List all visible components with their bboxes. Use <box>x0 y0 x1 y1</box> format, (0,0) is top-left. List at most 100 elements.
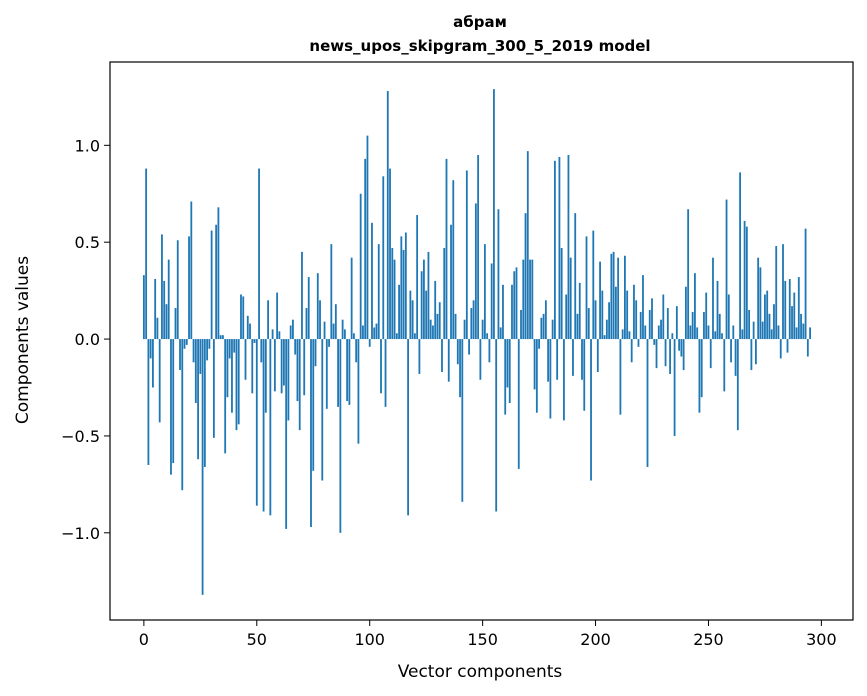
bar-component-257 <box>723 339 726 392</box>
bar-component-197 <box>587 308 590 340</box>
x-tick-label: 100 <box>354 630 385 649</box>
bar-component-104 <box>377 244 380 340</box>
bar-component-218 <box>635 300 638 340</box>
bar-component-220 <box>639 311 642 340</box>
bar-component-222 <box>644 325 647 340</box>
bar-component-53 <box>262 339 265 512</box>
bar-component-203 <box>601 290 604 340</box>
bar-component-101 <box>371 222 373 340</box>
bar-component-269 <box>750 339 753 371</box>
bar-component-12 <box>170 339 172 475</box>
bar-component-16 <box>179 339 181 371</box>
bar-component-243 <box>691 311 694 340</box>
bar-component-89 <box>343 329 346 340</box>
bar-component-273 <box>759 267 762 340</box>
bar-component-13 <box>172 339 175 464</box>
bar-component-278 <box>770 329 773 340</box>
bar-component-112 <box>395 333 398 340</box>
bar-component-221 <box>642 275 644 340</box>
bar-component-136 <box>450 224 452 340</box>
bar-component-256 <box>721 333 723 340</box>
bar-component-126 <box>427 251 430 340</box>
bar-component-139 <box>456 339 459 365</box>
bar-component-173 <box>533 339 536 390</box>
bar-component-115 <box>402 249 405 340</box>
bar-component-84 <box>332 323 335 340</box>
bar-component-38 <box>228 339 231 359</box>
bar-component-62 <box>282 339 285 386</box>
bar-component-116 <box>404 232 407 340</box>
bar-component-134 <box>445 158 448 340</box>
bar-component-211 <box>619 339 622 415</box>
bar-component-86 <box>337 339 339 407</box>
bar-component-290 <box>797 277 800 340</box>
bar-component-42 <box>237 339 240 425</box>
bar-component-232 <box>666 308 669 340</box>
bar-component-45 <box>244 339 247 380</box>
bar-component-172 <box>531 259 534 340</box>
bar-component-237 <box>678 339 681 351</box>
bar-component-77 <box>316 273 319 340</box>
bar-component-129 <box>434 280 437 340</box>
bar-component-106 <box>382 176 385 340</box>
bar-component-253 <box>714 331 717 340</box>
bar-component-68 <box>296 339 299 402</box>
bar-component-213 <box>624 255 626 340</box>
bar-component-249 <box>705 292 708 340</box>
bar-component-196 <box>585 236 588 340</box>
bar-component-239 <box>682 339 685 371</box>
bar-component-36 <box>224 339 227 454</box>
bar-component-46 <box>246 315 249 340</box>
bar-component-121 <box>416 215 419 340</box>
bar-component-33 <box>217 207 220 340</box>
bar-component-159 <box>502 284 504 340</box>
bar-component-56 <box>269 339 272 516</box>
bar-component-108 <box>386 91 389 340</box>
chart-title: абрам news_upos_skipgram_300_5_2019 mode… <box>309 13 650 55</box>
x-tick-label: 250 <box>693 630 724 649</box>
bar-component-18 <box>183 339 186 349</box>
bar-component-199 <box>592 230 595 340</box>
bar-component-216 <box>630 339 633 363</box>
bar-component-247 <box>700 339 703 398</box>
bar-component-51 <box>258 168 260 340</box>
y-tick-label: 0.0 <box>75 330 100 349</box>
bar-component-275 <box>764 294 766 340</box>
bar-component-244 <box>694 273 696 340</box>
bar-component-83 <box>330 244 333 340</box>
bar-component-259 <box>727 294 730 340</box>
bar-component-29 <box>208 339 211 349</box>
bar-component-281 <box>777 325 780 340</box>
x-tick-label: 200 <box>580 630 611 649</box>
bar-component-109 <box>389 168 391 340</box>
bar-component-272 <box>757 257 760 340</box>
bar-component-73 <box>307 277 310 340</box>
bar-component-212 <box>621 329 624 340</box>
bar-component-76 <box>314 339 317 367</box>
bar-component-23 <box>194 339 197 403</box>
bar-component-60 <box>278 331 281 340</box>
bar-component-7 <box>158 339 161 423</box>
bar-component-293 <box>804 228 807 340</box>
x-tick-label: 300 <box>806 630 837 649</box>
bar-component-282 <box>779 339 782 359</box>
bar-component-113 <box>398 284 400 340</box>
bar-component-295 <box>809 327 811 340</box>
bar-component-37 <box>226 339 229 398</box>
bar-component-93 <box>353 333 355 340</box>
bar-component-43 <box>240 294 242 340</box>
bar-component-288 <box>793 292 796 340</box>
bar-component-166 <box>517 339 520 469</box>
bar-component-99 <box>366 135 369 340</box>
bar-component-118 <box>409 290 412 340</box>
bar-component-125 <box>425 290 428 340</box>
bar-component-204 <box>603 335 606 340</box>
bar-component-229 <box>660 319 662 340</box>
bar-component-8 <box>161 234 163 340</box>
bar-component-182 <box>553 160 556 340</box>
bar-component-144 <box>468 339 470 355</box>
bar-component-24 <box>197 339 199 460</box>
bar-component-25 <box>199 339 202 374</box>
bar-component-94 <box>355 339 358 363</box>
bar-component-181 <box>551 319 554 340</box>
